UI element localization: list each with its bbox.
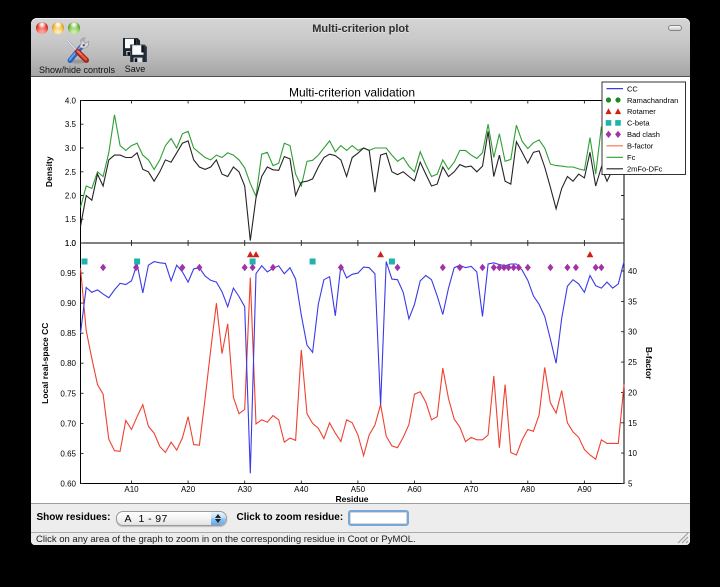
svg-text:A20: A20 xyxy=(181,485,196,494)
svg-text:1.5: 1.5 xyxy=(65,215,77,224)
svg-text:A50: A50 xyxy=(351,485,366,494)
svg-text:2.5: 2.5 xyxy=(65,168,77,177)
svg-text:A30: A30 xyxy=(238,485,253,494)
svg-text:5: 5 xyxy=(628,480,633,489)
svg-text:Fc: Fc xyxy=(627,153,636,162)
svg-text:Residue: Residue xyxy=(335,494,368,503)
svg-text:A60: A60 xyxy=(407,485,422,494)
svg-text:CC: CC xyxy=(627,84,638,93)
svg-text:A10: A10 xyxy=(124,485,139,494)
svg-text:B-factor: B-factor xyxy=(644,347,654,380)
svg-text:0.65: 0.65 xyxy=(60,449,76,458)
svg-text:0.60: 0.60 xyxy=(60,480,76,489)
svg-text:C-beta: C-beta xyxy=(627,119,650,128)
svg-text:2mFo-DFc: 2mFo-DFc xyxy=(627,164,663,173)
svg-text:1.0: 1.0 xyxy=(65,239,77,248)
svg-text:30: 30 xyxy=(628,328,637,337)
svg-text:25: 25 xyxy=(628,358,637,367)
svg-text:A40: A40 xyxy=(294,485,309,494)
svg-text:1.0: 1.0 xyxy=(65,239,77,248)
svg-text:0.90: 0.90 xyxy=(60,299,76,308)
svg-text:Density: Density xyxy=(44,156,54,187)
svg-text:Multi-criterion validation: Multi-criterion validation xyxy=(289,86,415,100)
svg-text:3.5: 3.5 xyxy=(65,120,77,129)
svg-text:A70: A70 xyxy=(464,485,479,494)
svg-text:0.95: 0.95 xyxy=(60,269,76,278)
svg-text:0.70: 0.70 xyxy=(60,419,76,428)
svg-text:Bad clash: Bad clash xyxy=(627,130,660,139)
svg-text:4.0: 4.0 xyxy=(65,97,77,106)
svg-text:0.80: 0.80 xyxy=(60,359,76,368)
svg-text:Local real-space CC: Local real-space CC xyxy=(40,323,50,404)
svg-text:2.0: 2.0 xyxy=(65,192,77,201)
svg-text:0.85: 0.85 xyxy=(60,329,76,338)
svg-text:40: 40 xyxy=(628,267,637,276)
svg-text:3.0: 3.0 xyxy=(65,144,77,153)
svg-text:A90: A90 xyxy=(577,485,592,494)
svg-text:0.75: 0.75 xyxy=(60,389,76,398)
svg-text:A80: A80 xyxy=(521,485,536,494)
svg-text:Ramachandran: Ramachandran xyxy=(627,96,678,105)
svg-text:35: 35 xyxy=(628,297,637,306)
svg-text:10: 10 xyxy=(628,449,637,458)
svg-text:20: 20 xyxy=(628,388,637,397)
svg-text:B-factor: B-factor xyxy=(627,142,654,151)
svg-text:15: 15 xyxy=(628,419,637,428)
svg-text:Rotamer: Rotamer xyxy=(627,107,656,116)
